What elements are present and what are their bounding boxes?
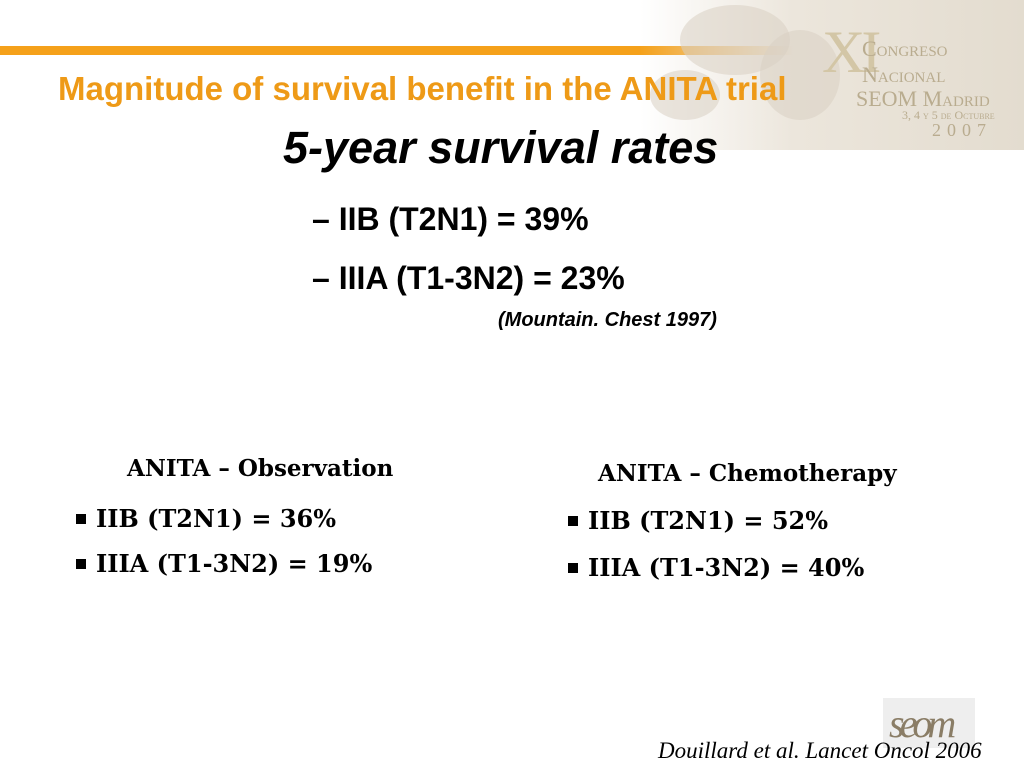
header-accent-bar: [0, 46, 878, 55]
chemotherapy-item-label: IIIA (T1-3N2) = 40%: [588, 553, 865, 582]
observation-arm-heading: ANITA – Observation: [127, 455, 394, 482]
congress-logo-numeral: XI: [822, 19, 881, 85]
square-bullet-icon: [76, 513, 86, 524]
square-bullet-icon: [76, 558, 86, 569]
observation-item-iib: IIB (T2N1) = 36%: [76, 504, 336, 533]
observation-item-label: IIB (T2N1) = 36%: [96, 504, 337, 533]
stat-line-iiia: – IIIA (T1-3N2) = 23%: [312, 260, 625, 296]
seom-logo: seom: [883, 698, 975, 748]
square-bullet-icon: [568, 515, 578, 526]
slide-title: Magnitude of survival benefit in the ANI…: [58, 70, 787, 107]
chemotherapy-arm-heading: ANITA – Chemotherapy: [598, 460, 897, 487]
chemotherapy-item-iib: IIB (T2N1) = 52%: [568, 506, 828, 535]
observation-item-iiia: IIIA (T1-3N2) = 19%: [76, 549, 372, 578]
chemotherapy-item-label: IIB (T2N1) = 52%: [588, 506, 829, 535]
citation: Douillard et al. Lancet Oncol 2006: [658, 738, 982, 763]
congress-logo-line1: Congreso: [862, 36, 948, 61]
congress-logo-year: 2007: [932, 120, 992, 140]
seom-logo-text: seom: [889, 701, 956, 746]
observation-item-label: IIIA (T1-3N2) = 19%: [96, 549, 373, 578]
congress-logo-line2: Nacional: [862, 62, 946, 87]
congress-logo: XI Congreso Nacional SEOM Madrid 3, 4 y …: [822, 22, 1022, 142]
congress-logo-line3: SEOM Madrid: [856, 86, 990, 111]
chemotherapy-item-iiia: IIIA (T1-3N2) = 40%: [568, 553, 864, 582]
stat-line-iib: – IIB (T2N1) = 39%: [312, 201, 589, 237]
subtitle: 5-year survival rates: [283, 122, 719, 173]
congress-logo-dates: 3, 4 y 5 de Octubre: [902, 108, 995, 122]
square-bullet-icon: [568, 562, 578, 573]
header-decorative-image: [640, 0, 1024, 150]
reference-note: (Mountain. Chest 1997): [498, 309, 717, 331]
